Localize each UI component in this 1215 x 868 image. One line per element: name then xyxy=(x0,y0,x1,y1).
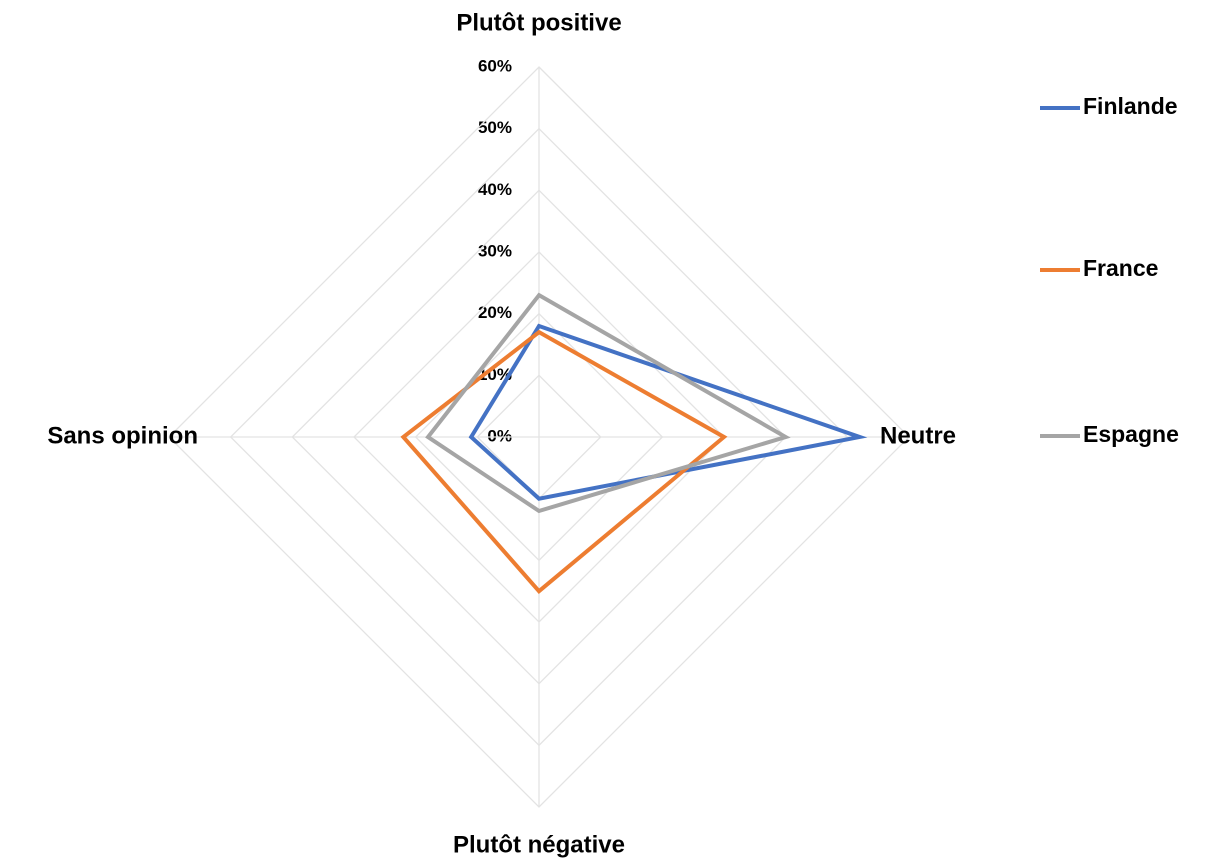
tick-label: 20% xyxy=(478,303,512,322)
tick-label: 40% xyxy=(478,180,512,199)
category-label: Plutôt négative xyxy=(453,831,625,858)
legend-label: France xyxy=(1083,255,1158,281)
category-label: Plutôt positive xyxy=(456,9,621,36)
legend-label: Finlande xyxy=(1083,93,1178,119)
tick-label: 30% xyxy=(478,241,512,260)
tick-label: 60% xyxy=(478,56,512,75)
tick-label: 10% xyxy=(478,365,512,384)
tick-label: 50% xyxy=(478,118,512,137)
category-label: Sans opinion xyxy=(47,422,198,449)
series-line xyxy=(425,292,791,514)
tick-label: 0% xyxy=(487,426,512,445)
series-line xyxy=(400,329,728,594)
legend-label: Espagne xyxy=(1083,421,1179,447)
series-line xyxy=(468,323,868,501)
category-label: Neutre xyxy=(880,422,956,449)
